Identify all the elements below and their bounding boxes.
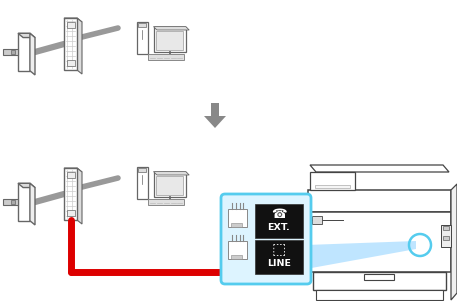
Polygon shape [18,33,30,71]
Bar [67,172,75,178]
Polygon shape [451,184,457,300]
FancyArrow shape [204,103,226,128]
Polygon shape [154,26,189,30]
Polygon shape [310,165,449,172]
Polygon shape [154,172,189,175]
Polygon shape [30,183,35,225]
Bar [149,54,184,60]
Polygon shape [30,33,35,75]
Bar [156,176,183,194]
Polygon shape [77,168,82,224]
Bar [67,22,75,28]
Bar [137,166,148,199]
FancyBboxPatch shape [221,194,311,284]
Bar [137,21,148,54]
Bar [310,172,355,190]
Bar [11,50,16,54]
Bar [313,272,446,290]
Bar [231,255,242,259]
Polygon shape [228,240,247,259]
Bar [156,31,183,50]
Text: LINE: LINE [267,259,291,268]
Bar [308,190,451,212]
Bar [231,223,242,228]
Polygon shape [18,183,35,188]
Bar [255,204,303,238]
Polygon shape [18,183,30,221]
Bar [364,274,394,280]
Bar [443,226,449,230]
Bar [443,236,449,240]
Bar [149,199,184,205]
Bar [154,172,186,197]
Polygon shape [228,209,247,228]
Bar [3,49,18,54]
Bar [315,185,350,188]
Bar [3,200,18,205]
Bar [316,290,443,300]
Polygon shape [64,18,82,22]
Bar [312,216,322,224]
Polygon shape [18,33,35,38]
Bar [308,212,451,272]
Polygon shape [64,168,82,172]
Bar [154,26,186,52]
Bar [67,210,75,216]
Polygon shape [306,241,416,269]
Bar [138,168,146,172]
Bar [67,60,75,66]
Text: EXT.: EXT. [268,224,290,232]
Bar [138,23,146,27]
Text: ☎: ☎ [271,207,287,221]
Bar [64,18,77,70]
Bar [255,240,303,274]
Text: ⬚: ⬚ [272,243,286,257]
Bar [64,168,77,220]
Bar [11,200,16,204]
Polygon shape [77,18,82,74]
Bar [441,225,451,247]
